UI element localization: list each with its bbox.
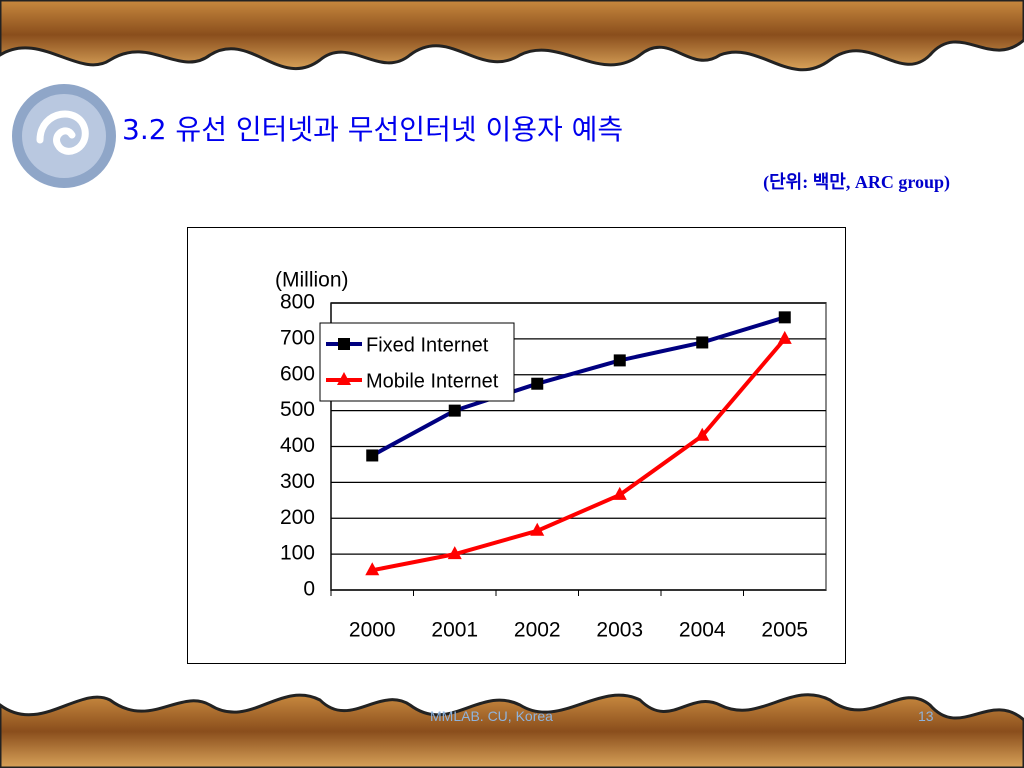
page-number: 13 [918, 708, 934, 724]
y-tick-label: 800 [280, 291, 315, 314]
x-tick-label: 2000 [349, 619, 396, 642]
x-tick-label: 2002 [514, 619, 561, 642]
point-marker [337, 372, 351, 385]
unit-note: (단위: 백만, ARC group) [763, 172, 950, 192]
y-tick-label: 0 [303, 578, 315, 601]
point-marker [365, 562, 380, 576]
series-line [371, 315, 786, 458]
y-tick-label: 500 [280, 398, 315, 421]
point-marker [448, 404, 461, 417]
series-line [371, 337, 787, 573]
point-marker [530, 522, 545, 536]
slide-title: 3.2 유선 인터넷과 무선인터넷 이용자 예측 [122, 113, 624, 146]
x-tick-label: 2001 [431, 619, 478, 642]
point-marker [777, 330, 792, 344]
y-tick-label: 700 [280, 326, 315, 349]
point-marker [613, 354, 626, 367]
x-tick-label: 2005 [761, 619, 808, 642]
footer: MMLAB. CU, Korea [430, 708, 553, 724]
point-marker [695, 427, 710, 441]
y-tick-label: 100 [280, 542, 315, 565]
point-marker [696, 336, 709, 349]
legend-label: Mobile Internet [366, 370, 499, 392]
point-marker [338, 338, 350, 350]
legend-label: Fixed Internet [366, 334, 489, 356]
legend-box [319, 322, 515, 402]
x-tick-label: 2003 [596, 619, 643, 642]
point-marker [778, 311, 791, 324]
point-marker [366, 449, 379, 462]
y-axis-label: (Million) [275, 269, 349, 292]
y-tick-label: 300 [280, 470, 315, 493]
point-marker [447, 546, 462, 560]
y-tick-label: 200 [280, 506, 315, 529]
point-marker [531, 377, 544, 390]
point-marker [612, 486, 627, 500]
x-tick-label: 2004 [679, 619, 726, 642]
y-tick-label: 400 [280, 434, 315, 457]
chart: (Million) 0 100 200 300 400 500 600 700 800 2000 2… [187, 227, 846, 664]
y-tick-label: 600 [280, 362, 315, 385]
